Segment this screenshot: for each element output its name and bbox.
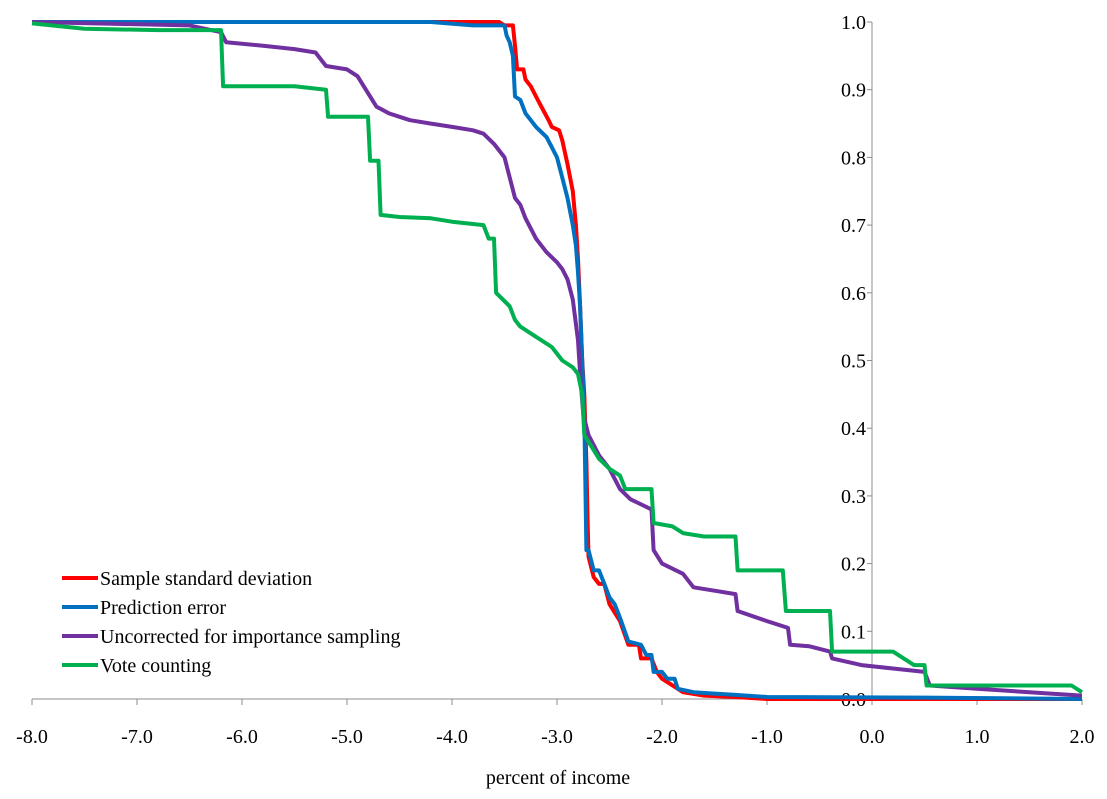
- legend: Sample standard deviation Prediction erro…: [62, 568, 400, 677]
- y-tick-label: 0.1: [841, 621, 866, 643]
- y-tick-label: 0.5: [841, 351, 866, 373]
- x-tick-label: 1.0: [965, 726, 990, 748]
- series-line-prediction-error: [32, 20, 1083, 701]
- x-tick-label: 0.0: [860, 726, 885, 748]
- y-tick-label: 0.4: [841, 418, 866, 440]
- series-line-uncorrected-for-importance-sampling: [31, 20, 1083, 698]
- y-tick-label: 0.2: [841, 554, 866, 576]
- x-tick-label: -2.0: [646, 726, 678, 748]
- y-tick-label: 0.9: [841, 80, 866, 102]
- legend-label: Prediction error: [100, 597, 226, 619]
- x-tick-label: -6.0: [226, 726, 258, 748]
- x-tick-label: -1.0: [751, 726, 783, 748]
- x-tick-label: 2.0: [1070, 726, 1095, 748]
- x-tick-label: -5.0: [331, 726, 363, 748]
- legend-label: Vote counting: [100, 655, 211, 677]
- y-tick-label: 1.0: [841, 12, 866, 34]
- legend-label: Uncorrected for importance sampling: [100, 626, 400, 648]
- y-tick-label: 0.8: [841, 147, 866, 169]
- axes: -8.0 -7.0 -6.0 -5.0 -4.0 -3.0 -2.0 -1.0 0.0 1.0 2.…: [16, 12, 1094, 748]
- series-line-vote-counting: [31, 21, 1084, 694]
- x-tick-label: -7.0: [121, 726, 153, 748]
- x-tick-label: -3.0: [541, 726, 573, 748]
- x-tick-label: -8.0: [16, 726, 48, 748]
- y-tick-label: 0.7: [841, 215, 866, 237]
- legend-label: Sample standard deviation: [100, 568, 312, 590]
- x-axis-title: percent of income: [486, 767, 630, 789]
- series-layer: [31, 20, 1084, 701]
- y-tick-label: 0.6: [841, 283, 866, 305]
- y-tick-label: 0.3: [841, 486, 866, 508]
- x-tick-label: -4.0: [436, 726, 468, 748]
